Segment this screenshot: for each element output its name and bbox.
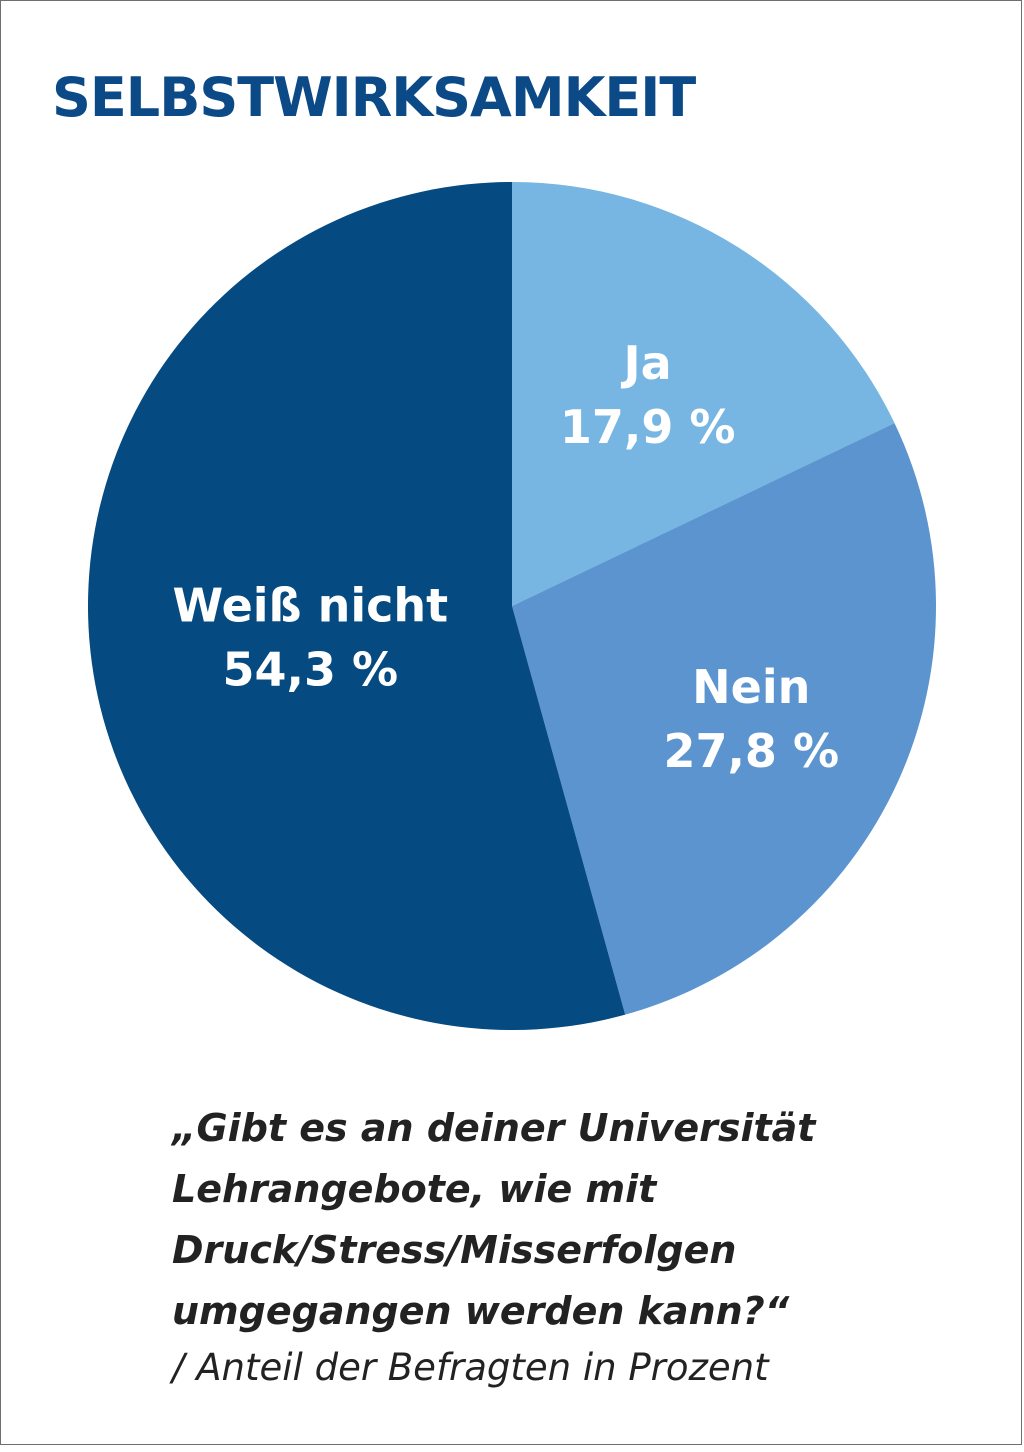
question-line: Lehrangebote, wie mit — [172, 1167, 657, 1211]
slice-name-label: Nein — [692, 660, 810, 714]
slice-value-label: 17,9 % — [560, 400, 736, 454]
survey-question: „Gibt es an deiner Universität Lehrangeb… — [172, 1098, 992, 1342]
question-line: Druck/Stress/Misserfolgen — [172, 1228, 737, 1272]
chart-title: SELBSTWIRKSAMKEIT — [52, 66, 696, 129]
unit-note: / Anteil der Befragten in Prozent — [172, 1346, 769, 1389]
slice-value-label: 54,3 % — [223, 642, 399, 696]
slice-name-label: Ja — [621, 336, 672, 390]
pie-slice-ja — [512, 182, 895, 606]
question-line: „Gibt es an deiner Universität — [172, 1106, 816, 1150]
pie-slice-nein — [512, 423, 936, 1015]
slice-value-label: 27,8 % — [663, 724, 839, 778]
pie-chart: Ja 17,9 % Nein 27,8 % Weiß nicht 54,3 % — [87, 182, 936, 1030]
pie-slice-weiss-nicht — [87, 182, 626, 1030]
slice-name-label: Weiß nicht — [172, 578, 448, 632]
question-line: umgegangen werden kann?“ — [172, 1289, 790, 1333]
